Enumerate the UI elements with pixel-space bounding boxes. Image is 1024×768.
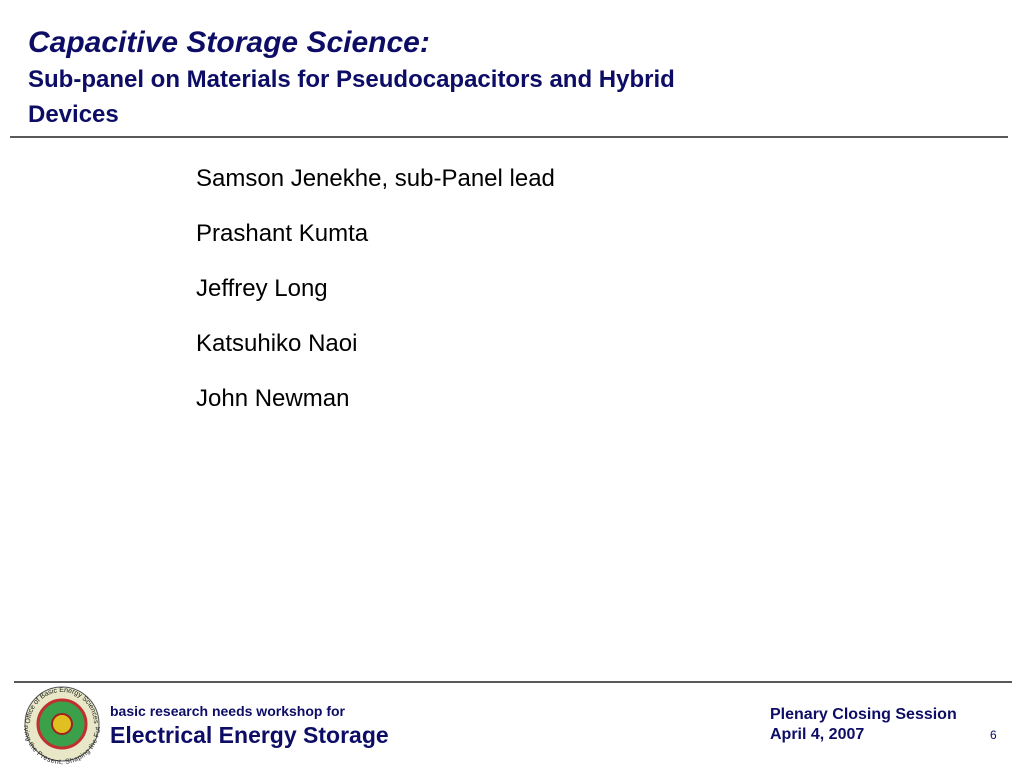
member-name: Samson Jenekhe, sub-Panel lead — [196, 165, 555, 192]
date: April 4, 2007 — [770, 726, 864, 743]
member-name: Katsuhiko Naoi — [196, 330, 357, 357]
logo-center — [51, 713, 73, 735]
title: Capacitive Storage Science: — [28, 26, 430, 59]
member-name: Prashant Kumta — [196, 220, 369, 247]
workshop-name: Electrical Energy Storage — [110, 722, 389, 748]
session: Plenary Closing Session — [770, 706, 957, 723]
member-name: Jeffrey Long — [196, 275, 328, 302]
member-list: Samson Jenekhe, sub-Panel lead Prashant K… — [196, 165, 555, 412]
workshop-line: basic research needs workshop for — [110, 703, 346, 719]
subtitle-line: Sub-panel on Materials for Pseudocapacit… — [28, 66, 675, 93]
page-number: 6 — [990, 728, 997, 742]
subtitle-line: Devices — [28, 101, 119, 128]
member-name: John Newman — [196, 385, 349, 412]
